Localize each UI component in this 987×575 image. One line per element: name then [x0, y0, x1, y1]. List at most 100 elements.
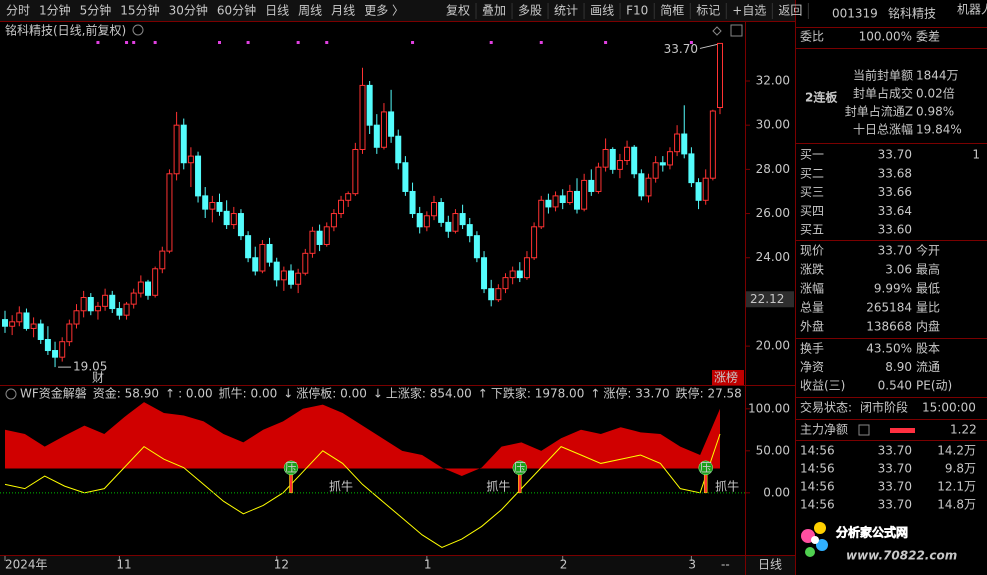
candle-body [209, 202, 216, 210]
panel-toggle[interactable] [730, 24, 743, 37]
candle-body [288, 270, 294, 285]
candle-body [695, 182, 702, 201]
period-tab[interactable]: 5分钟 [80, 3, 112, 18]
toolbar-button[interactable]: 标记 [696, 4, 720, 18]
candle-body [202, 195, 209, 210]
period-tab[interactable]: 30分钟 [169, 3, 208, 18]
finance-tag: 财 [92, 371, 104, 385]
candle-body [366, 84, 373, 126]
stat-label: 股本 [916, 342, 940, 356]
main-net-icon[interactable] [858, 424, 870, 436]
signal-annotation: 抓牛 [715, 478, 739, 493]
toolbar-button[interactable]: 复权 [446, 4, 470, 18]
seal-label: 封单占成交 [853, 86, 913, 101]
period-tab[interactable]: 15分钟 [120, 3, 159, 18]
stat-value: 3.06 [885, 263, 912, 277]
trade-time: 14:56 [800, 444, 835, 458]
stat-label: 最低 [916, 282, 940, 296]
period-tab[interactable]: 更多 〉 [364, 4, 404, 18]
candle-body [152, 268, 159, 296]
stat-value: 265184 [866, 301, 912, 315]
trade-volume: 14.8万 [937, 498, 976, 512]
indicator-legend: ↑ [590, 387, 600, 401]
toolbar-button[interactable]: 多股 [518, 4, 542, 18]
candle-body [602, 148, 609, 168]
period-label[interactable]: 日线 [758, 558, 782, 572]
toolbar-button[interactable]: 统计 [554, 4, 578, 18]
candle-body [216, 202, 223, 212]
stat-label: 内盘 [916, 319, 940, 334]
candle-body [16, 312, 23, 323]
seal-label: 当前封单额 [853, 68, 913, 83]
candle-body [616, 160, 623, 170]
period-tab[interactable]: 分时 [6, 4, 30, 18]
candle-body [552, 195, 559, 208]
candle-body [481, 257, 488, 290]
toolbar-button[interactable]: +自选 [732, 4, 766, 18]
signal-annotation: 抓牛 [486, 478, 510, 493]
signal-badge [283, 460, 299, 476]
candle-body [659, 162, 666, 166]
candle-body [631, 146, 638, 175]
seal-value: 0.98% [916, 105, 954, 119]
stat-label: 总量 [800, 301, 824, 315]
candle-body [59, 341, 66, 358]
candle-body [309, 230, 316, 254]
signal-marker [689, 41, 693, 44]
candle-body [402, 162, 409, 192]
trade-price: 33.70 [878, 462, 912, 476]
bid-price: 33.60 [878, 223, 912, 237]
chart-title: 铭科精技(日线,前复权) [5, 23, 126, 38]
candle-body [173, 124, 180, 175]
candle-body [459, 213, 466, 226]
concept-badge[interactable]: 机器人 [957, 3, 987, 17]
y-tick-label: 28.00 [756, 162, 790, 176]
period-tab[interactable]: 月线 [331, 4, 355, 18]
y-tick-label: 100.00 [748, 401, 790, 415]
candle-body [137, 281, 144, 294]
row-label: 委比 [800, 30, 824, 44]
seal-label: 十日总涨幅 [853, 122, 913, 137]
candle-body [645, 177, 652, 197]
period-tab[interactable]: 日线 [265, 4, 289, 18]
candle-body [373, 124, 380, 148]
title-icon[interactable] [132, 24, 144, 36]
stat-label: 今开 [916, 243, 940, 258]
candle-body [316, 230, 323, 245]
candle-body [345, 193, 352, 201]
indicator-legend: ↓ [373, 387, 383, 401]
signal-marker [296, 41, 300, 44]
candle-body [495, 288, 502, 301]
watermark-title: 分析家公式网 [836, 525, 908, 540]
indicator-legend: 资金: 58.90 [93, 386, 159, 401]
diamond-icon [712, 26, 722, 36]
toolbar-button[interactable]: F10 [626, 4, 648, 18]
toolbar-button[interactable]: 返回 [778, 4, 802, 18]
cursor-price-box [746, 291, 794, 308]
signal-marker [411, 41, 415, 44]
candle-body [566, 190, 573, 204]
indicator-legend: 上涨家: 854.00 [386, 386, 472, 401]
rank-tag: 涨榜 [714, 370, 738, 385]
row-label: 委差 [916, 30, 940, 44]
stat-value: 0.540 [878, 379, 912, 393]
trade-volume: 12.1万 [937, 480, 976, 494]
signal-marker [132, 41, 136, 44]
candle-body [502, 277, 509, 290]
candle-body [130, 292, 137, 305]
toolbar-button[interactable]: 叠加 [482, 4, 506, 18]
period-tab[interactable]: 周线 [298, 4, 322, 18]
period-tab[interactable]: 1分钟 [39, 3, 71, 18]
stat-label: 净资 [800, 360, 824, 374]
toolbar-button[interactable]: 画线 [590, 4, 614, 18]
period-tab[interactable]: 60分钟 [217, 3, 256, 18]
stat-label: 涨幅 [800, 281, 824, 296]
rank-tag-bg [712, 370, 744, 385]
candle-body [438, 202, 445, 223]
indicator-legend: 抓牛: 0.00 [219, 386, 278, 401]
candle-body [166, 173, 173, 252]
bottom-bar-bg [0, 556, 795, 575]
indicator-icon[interactable] [5, 388, 17, 400]
toolbar-button[interactable]: 简框 [660, 4, 684, 18]
